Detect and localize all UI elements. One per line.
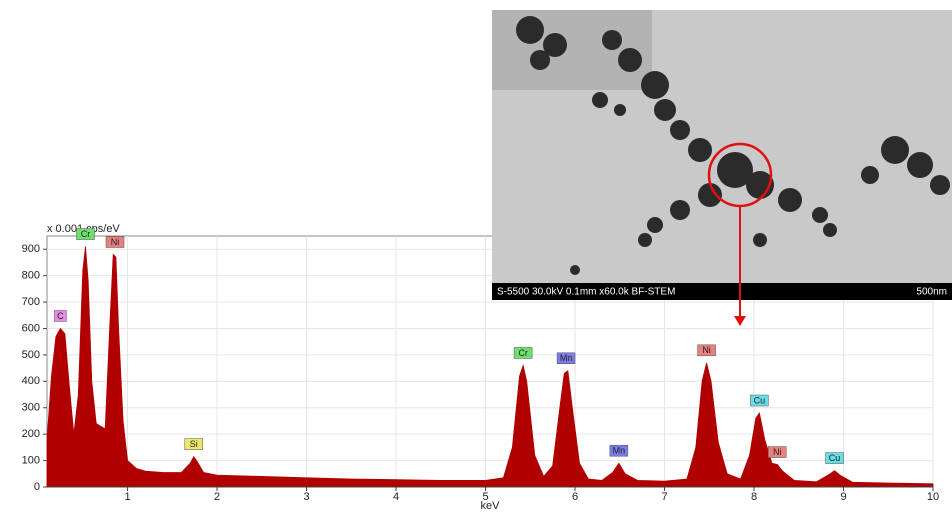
x-tick-label: 7 — [661, 491, 667, 503]
peak-label-text: Mn — [560, 353, 573, 363]
scale-bar-label: 500nm — [916, 287, 947, 298]
peak-label-box — [76, 228, 95, 240]
x-tick-label: 6 — [572, 491, 578, 503]
peak-label-text: C — [57, 311, 64, 321]
y-tick-label: 700 — [22, 296, 40, 308]
peak-label-box — [609, 444, 629, 457]
x-tick-label: 1 — [124, 491, 130, 503]
micrograph-caption: S-5500 30.0kV 0.1mm x60.0k BF-STEM — [497, 287, 675, 298]
peak-label-box — [750, 394, 769, 407]
peak-label-text: Ni — [111, 237, 120, 247]
peak-label-box — [54, 310, 67, 322]
peak-label: Si — [184, 438, 204, 450]
peak-label-box — [768, 446, 787, 458]
x-tick-label: 2 — [214, 491, 220, 503]
peak-label-text: Ni — [773, 447, 782, 457]
peak-label-text: Ni — [702, 345, 711, 355]
peak-label-box — [825, 452, 844, 464]
arrow-head — [734, 316, 746, 326]
y-tick-label: 800 — [22, 270, 40, 282]
y-tick-label: 400 — [22, 375, 40, 387]
y-tick-label: 200 — [22, 428, 40, 440]
peak-label: Cr — [76, 228, 95, 240]
caption-bar — [492, 283, 952, 300]
x-axis-label: keV — [481, 500, 501, 512]
y-tick-label: 600 — [22, 322, 40, 334]
peak-label-box — [697, 344, 716, 357]
y-tick-label: 500 — [22, 349, 40, 361]
peak-label-text: Cu — [754, 395, 766, 405]
peak-label-box — [105, 236, 125, 248]
peak-label-text: Si — [190, 439, 198, 449]
x-tick-label: 3 — [303, 491, 309, 503]
y-tick-label: 900 — [22, 243, 40, 255]
peak-label: Cu — [750, 394, 769, 407]
peak-label-text: Cr — [518, 348, 528, 358]
peak-label-text: Cr — [81, 229, 91, 239]
peak-label: Cr — [513, 347, 533, 359]
y-tick-label: 100 — [22, 454, 40, 466]
spectrum-area — [46, 246, 934, 488]
peak-label-text: Mn — [613, 446, 626, 456]
peak-label: Ni — [697, 344, 716, 357]
x-tick-label: 4 — [393, 491, 399, 503]
peak-label: Ni — [768, 446, 787, 458]
x-tick-label: 8 — [751, 491, 757, 503]
peak-label: C — [54, 310, 67, 322]
peak-label-box — [184, 438, 204, 450]
y-tick-label: 0 — [34, 481, 40, 493]
x-tick-label: 9 — [840, 491, 846, 503]
peak-label: Cu — [825, 452, 844, 464]
peak-label-text: Cu — [829, 453, 841, 463]
peak-label-box — [556, 352, 576, 364]
x-tick-label: 10 — [927, 491, 939, 503]
particle-clusters — [516, 16, 950, 275]
peak-label-box — [513, 347, 533, 359]
peak-label: Mn — [556, 352, 576, 364]
micrograph: S-5500 30.0kV 0.1mm x60.0k BF-STEM 500nm — [492, 10, 952, 326]
y-tick-label: 300 — [22, 402, 40, 414]
peak-label: Mn — [609, 444, 629, 457]
x-tick-label: 5 — [482, 491, 488, 503]
peak-label: Ni — [105, 236, 125, 248]
